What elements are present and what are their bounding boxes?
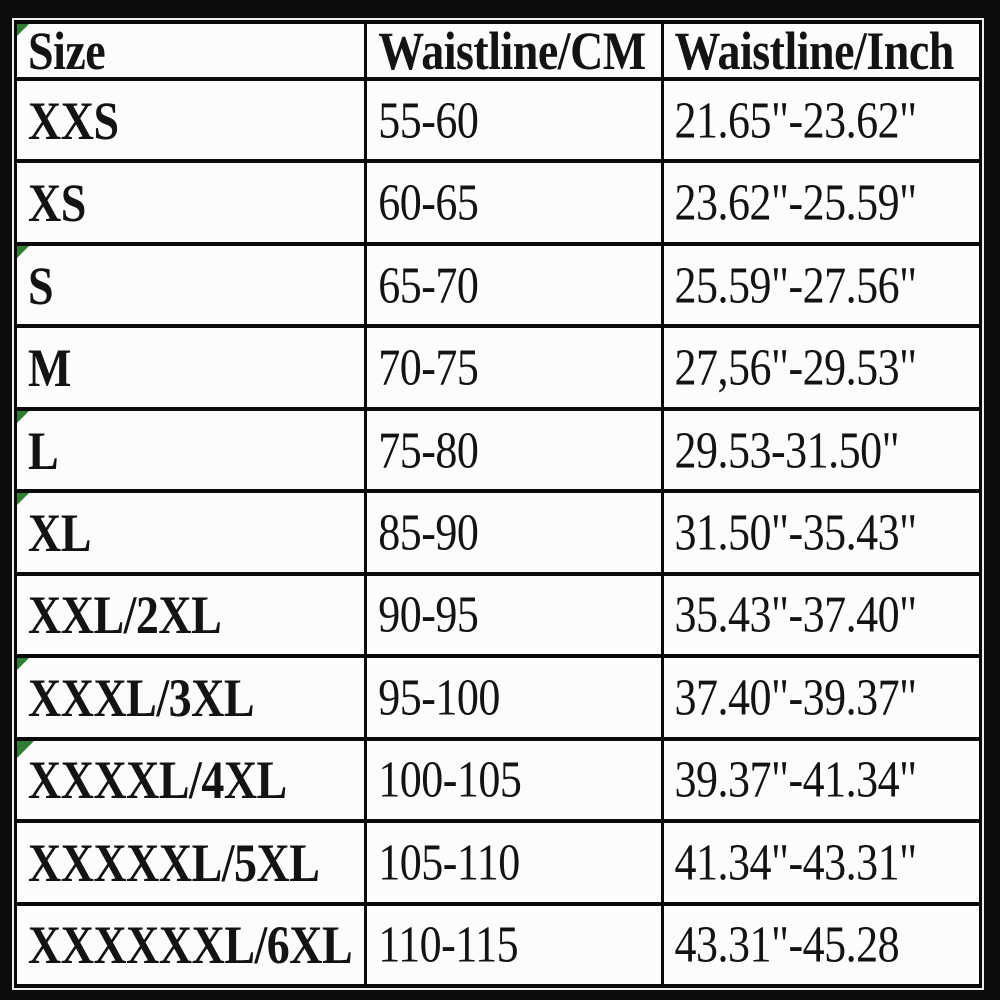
- size-cell: L: [13, 406, 368, 494]
- table-row: XXS 55-60 21.65"-23.62": [13, 76, 983, 164]
- size-cell: XS: [13, 159, 368, 246]
- cell-text: XXXL/3XL: [28, 667, 255, 728]
- header-cell-waistline-cm: Waistline/CM: [364, 20, 664, 81]
- cm-cell: 70-75: [364, 324, 664, 411]
- size-cell: XXS: [13, 76, 368, 164]
- size-cell: M: [13, 324, 368, 411]
- cell-text: 90-95: [378, 586, 479, 644]
- inch-cell: 25.59"-27.56": [660, 241, 983, 329]
- cell-text: 65-70: [378, 256, 479, 315]
- cell-text: XL: [28, 502, 91, 563]
- cell-text: M: [28, 337, 71, 398]
- green-triangle-icon: [18, 247, 29, 258]
- inch-cell: 43.31"-45.28: [660, 901, 983, 989]
- green-triangle-icon: [18, 412, 29, 423]
- cell-text: 43.31"-45.28: [674, 915, 900, 974]
- cell-text: 70-75: [378, 338, 479, 397]
- header-cell-size: Size: [13, 20, 368, 81]
- cell-text: L: [28, 419, 59, 481]
- cell-text: 95-100: [378, 668, 500, 727]
- inch-cell: 35.43"-37.40": [660, 571, 983, 659]
- header-label-waistline-inch: Waistline/Inch: [674, 22, 955, 79]
- cell-text: XXL/2XL: [28, 584, 222, 646]
- size-cell: S: [13, 241, 368, 329]
- cm-cell: 85-90: [364, 489, 664, 576]
- size-chart-table: Size Waistline/CM Waistline/Inch XXS 55-6…: [13, 20, 983, 989]
- cm-cell: 110-115: [364, 901, 664, 989]
- table-row: XS 60-65 23.62"-25.59": [13, 159, 983, 246]
- cell-text: 100-105: [378, 750, 522, 809]
- cell-text: XXXXXXL/6XL: [28, 914, 353, 975]
- cell-text: XS: [28, 172, 86, 233]
- inch-cell: 21.65"-23.62": [660, 76, 983, 164]
- cell-text: XXXXL/4XL: [28, 749, 287, 810]
- inch-cell: 23.62"-25.59": [660, 159, 983, 246]
- cell-text: 75-80: [378, 421, 479, 479]
- cm-cell: 65-70: [364, 241, 664, 329]
- cell-text: 85-90: [378, 503, 479, 562]
- inch-cell: 41.34"-43.31": [660, 819, 983, 906]
- table-row: XXXXL/4XL 100-105 39.37"-41.34": [13, 736, 983, 824]
- cm-cell: 60-65: [364, 159, 664, 246]
- cm-cell: 95-100: [364, 654, 664, 741]
- cm-cell: 100-105: [364, 736, 664, 824]
- cell-text: 23.62"-25.59": [674, 173, 918, 232]
- green-triangle-icon: [18, 742, 34, 758]
- inch-cell: 29.53-31.50": [660, 406, 983, 494]
- size-cell: XXXL/3XL: [13, 654, 368, 741]
- table-row: XXXXXL/5XL 105-110 41.34"-43.31": [13, 819, 983, 906]
- header-label-waistline-cm: Waistline/CM: [378, 22, 646, 79]
- table-row: XXXL/3XL 95-100 37.40"-39.37": [13, 654, 983, 741]
- cm-cell: 90-95: [364, 571, 664, 659]
- inch-cell: 27,56"-29.53": [660, 324, 983, 411]
- size-cell: XXXXXXL/6XL: [13, 901, 368, 989]
- cell-text: 37.40"-39.37": [674, 668, 918, 727]
- cell-text: 21.65"-23.62": [674, 91, 918, 150]
- cell-text: 39.37"-41.34": [674, 750, 918, 809]
- cell-text: 35.43"-37.40": [674, 586, 918, 644]
- size-chart-frame: Size Waistline/CM Waistline/Inch XXS 55-6…: [12, 18, 984, 990]
- cell-text: 29.53-31.50": [674, 421, 900, 479]
- table-row: S 65-70 25.59"-27.56": [13, 241, 983, 329]
- cm-cell: 105-110: [364, 819, 664, 906]
- cell-text: XXS: [28, 90, 119, 151]
- table-row: L 75-80 29.53-31.50": [13, 406, 983, 494]
- header-cell-waistline-inch: Waistline/Inch: [660, 20, 983, 81]
- header-label-size: Size: [28, 22, 106, 79]
- inch-cell: 31.50"-35.43": [660, 489, 983, 576]
- cell-text: 41.34"-43.31": [674, 833, 918, 892]
- header-row: Size Waistline/CM Waistline/Inch: [13, 20, 983, 81]
- size-cell: XL: [13, 489, 368, 576]
- table-header: Size Waistline/CM Waistline/Inch: [13, 20, 983, 81]
- size-cell: XXXXXL/5XL: [13, 819, 368, 906]
- cm-cell: 55-60: [364, 76, 664, 164]
- size-cell: XXXXL/4XL: [13, 736, 368, 824]
- table-row: XXL/2XL 90-95 35.43"-37.40": [13, 571, 983, 659]
- cell-text: XXXXXL/5XL: [28, 832, 320, 893]
- green-triangle-icon: [18, 660, 29, 671]
- size-cell: XXL/2XL: [13, 571, 368, 659]
- inch-cell: 37.40"-39.37": [660, 654, 983, 741]
- inch-cell: 39.37"-41.34": [660, 736, 983, 824]
- cell-text: S: [28, 255, 54, 316]
- cell-text: 27,56"-29.53": [674, 338, 918, 397]
- green-triangle-icon: [18, 26, 29, 36]
- cm-cell: 75-80: [364, 406, 664, 494]
- cell-text: 31.50"-35.43": [674, 503, 918, 562]
- table-body: XXS 55-60 21.65"-23.62" XS 60-65 23.62"-25.59…: [13, 76, 983, 989]
- cell-text: 110-115: [378, 915, 519, 974]
- table-row: XL 85-90 31.50"-35.43": [13, 489, 983, 576]
- green-triangle-icon: [18, 495, 29, 506]
- table-row: M 70-75 27,56"-29.53": [13, 324, 983, 411]
- cell-text: 55-60: [378, 91, 479, 150]
- cell-text: 25.59"-27.56": [674, 256, 918, 315]
- cell-text: 105-110: [378, 833, 520, 892]
- cell-text: 60-65: [378, 173, 479, 232]
- table-row: XXXXXXL/6XL 110-115 43.31"-45.28: [13, 901, 983, 989]
